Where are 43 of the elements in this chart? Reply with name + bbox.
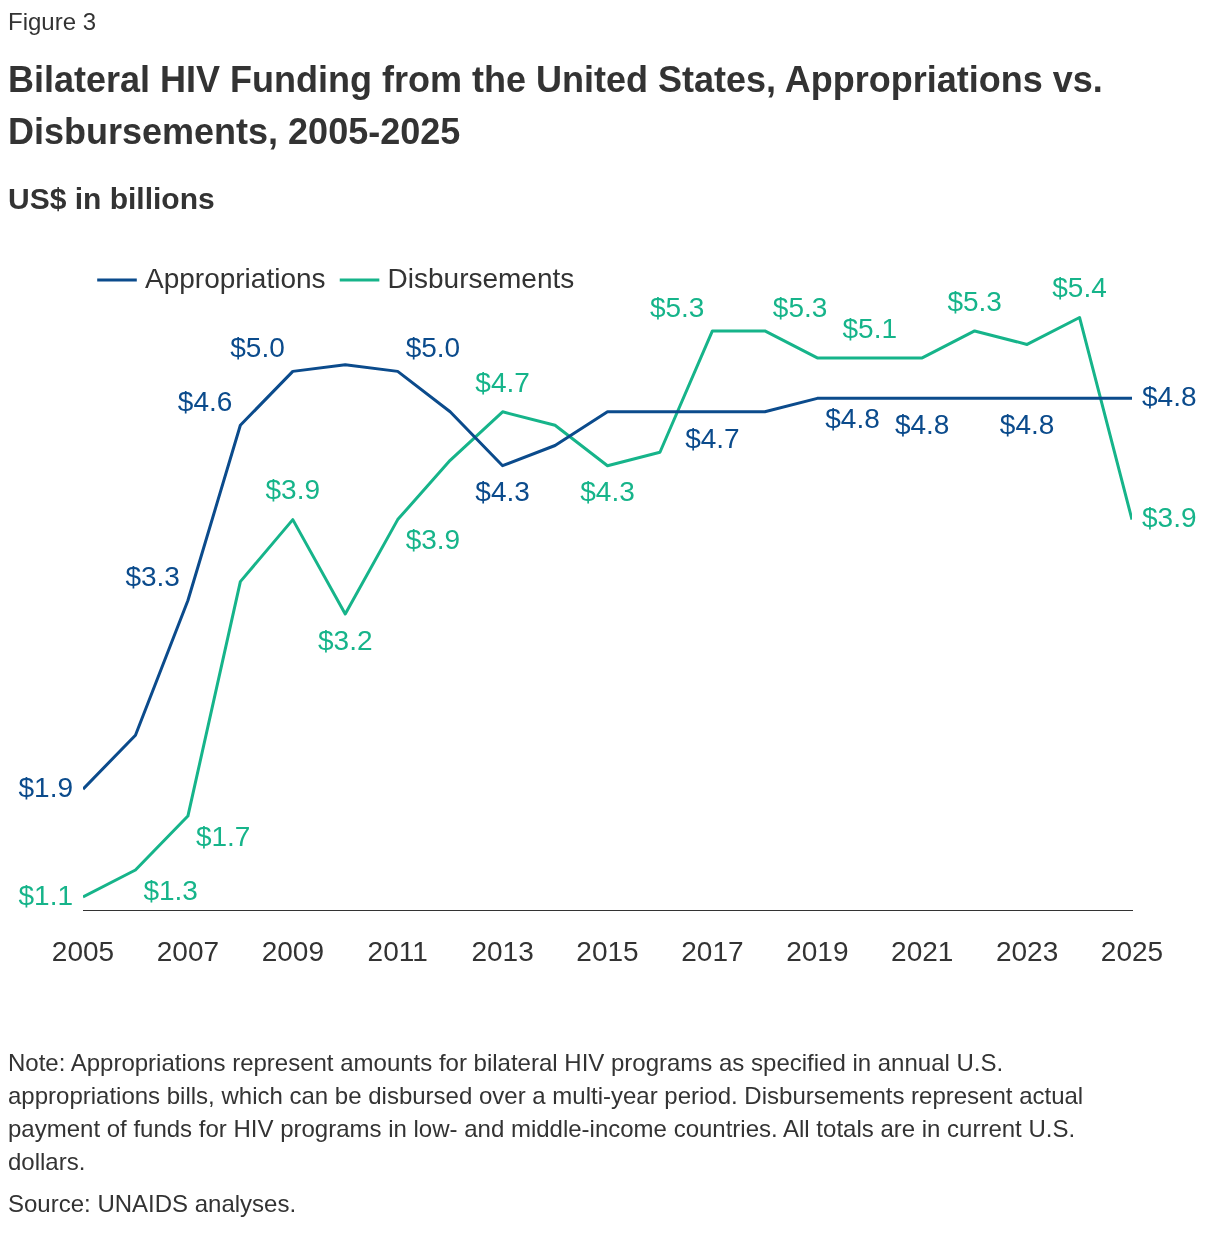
data-label: $3.9: [405, 524, 461, 556]
data-label: $3.3: [125, 561, 180, 593]
data-label: $4.8: [999, 409, 1055, 441]
legend-label: Appropriations: [145, 262, 326, 294]
data-label: $3.9: [1142, 502, 1197, 534]
source-note: Source: UNAIDS analyses.: [8, 1190, 298, 1218]
data-label: $5.0: [230, 332, 285, 364]
data-label: $1.3: [143, 874, 198, 906]
x-tick-label: 2025: [1100, 935, 1164, 967]
x-tick-label: 2009: [261, 935, 324, 967]
x-tick-label: 2019: [786, 935, 849, 967]
chart-subtitle: US$ in billions: [8, 182, 216, 216]
data-label: $4.7: [685, 422, 740, 454]
chart-title: Bilateral HIV Funding from the United States, Appropriations vs. Disbursements, 2005-2025: [8, 58, 1104, 154]
data-label: $5.1: [842, 312, 897, 344]
data-label: $4.6: [177, 386, 233, 417]
data-label: $3.9: [265, 474, 321, 506]
x-tick-label: 2023: [995, 935, 1059, 967]
data-label: $4.3: [580, 476, 635, 508]
data-label: $4.8: [825, 403, 880, 435]
legend-label: Disbursements: [387, 262, 575, 294]
data-label: $4.7: [475, 366, 530, 398]
x-tick-label: 2011: [367, 935, 428, 967]
data-label: $5.3: [772, 291, 828, 323]
data-label: $4.8: [894, 409, 950, 441]
data-label: $1.1: [18, 879, 73, 911]
text: Note: Appropriations represent amounts for bilateral HIV programs as specified in annual U.S. appropriations bills, which can be disbursed over a multi-year period. Disbursements represent actual payment of funds for HIV programs in low- and middle-income countries. All totals are in current U.S. dollars.: [8, 1048, 1085, 1177]
caption: Figure 3: [8, 8, 98, 36]
data-label: $4.8: [1142, 381, 1197, 413]
data-label: $1.9: [18, 771, 73, 803]
data-label: $5.0: [405, 332, 461, 364]
data-label: $5.3: [947, 285, 1002, 317]
x-tick-label: 2017: [681, 935, 744, 967]
data-label: $5.4: [1052, 272, 1107, 304]
x-tick-label: 2013: [471, 935, 534, 967]
x-tick-label: 2015: [576, 935, 639, 967]
data-label: $3.2: [318, 624, 373, 656]
data-label: $5.3: [649, 291, 705, 323]
x-tick-label: 2021: [891, 935, 954, 967]
data-label: $4.3: [475, 476, 530, 508]
x-tick-label: 2005: [51, 935, 115, 967]
data-label: $1.7: [195, 820, 251, 852]
x-tick-label: 2007: [156, 935, 220, 967]
